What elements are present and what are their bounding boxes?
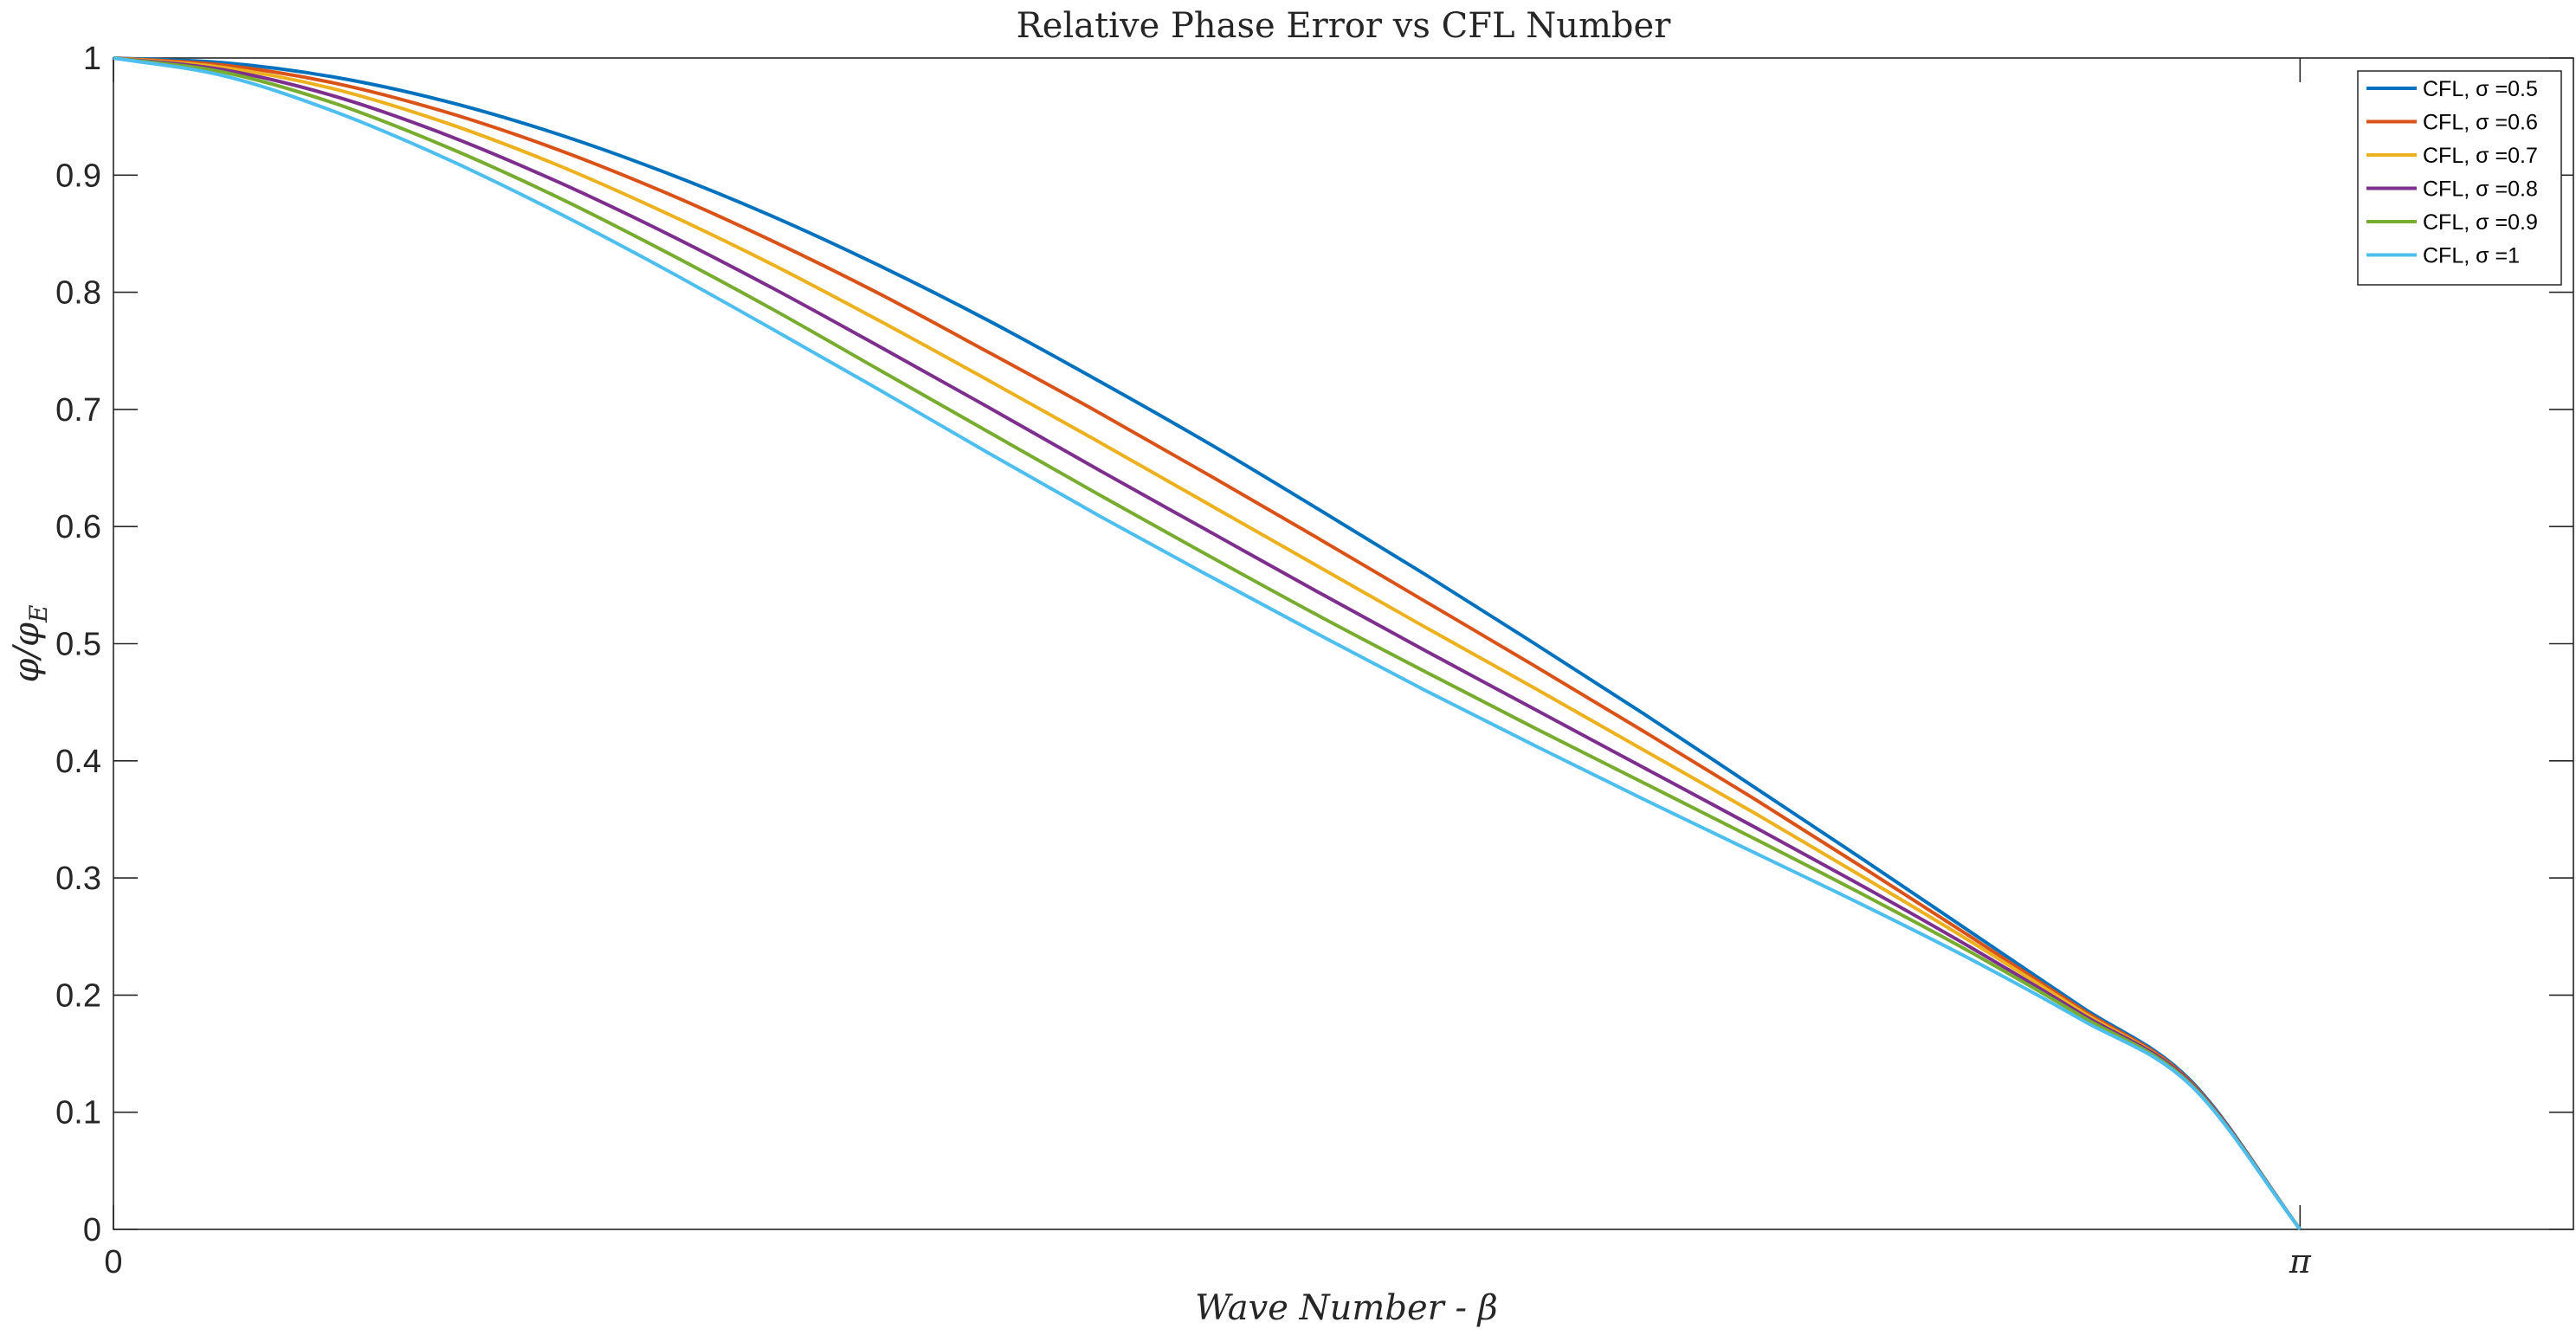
legend-entry: CFL, σ =0.6 bbox=[2423, 111, 2538, 135]
y-tick-label: 0.1 bbox=[55, 1095, 101, 1132]
y-tick-label: 0.8 bbox=[55, 275, 101, 312]
chart-title: Relative Phase Error vs CFL Number bbox=[1017, 6, 1672, 46]
y-axis-label-text: φ/φE bbox=[7, 605, 53, 683]
legend: CFL, σ =0.5 CFL, σ =0.6 CFL, σ =0.7 CFL, σ … bbox=[2357, 70, 2562, 286]
series-line-2 bbox=[113, 56, 2302, 1231]
y-axis: 0 0.1 0.2 0.3 0.4 0.5 0.6 0.7 0.8 0.9 1 bbox=[55, 41, 2573, 1248]
series-layer bbox=[113, 56, 2302, 1231]
y-tick-label: 0.9 bbox=[55, 158, 101, 194]
y-axis-label: φ/φE bbox=[7, 605, 53, 683]
series-line-6 bbox=[113, 56, 2302, 1231]
y-tick-label: 0.7 bbox=[55, 392, 101, 429]
series-line-4 bbox=[113, 56, 2302, 1231]
legend-entry: CFL, σ =0.7 bbox=[2423, 144, 2538, 168]
x-tick-label: 0 bbox=[104, 1244, 122, 1280]
y-tick-label: 0.5 bbox=[55, 627, 101, 663]
plot-area bbox=[113, 57, 2574, 1230]
series-line-5 bbox=[113, 56, 2302, 1231]
y-tick-label: 0.4 bbox=[55, 744, 101, 780]
x-tick-label: π bbox=[2289, 1242, 2312, 1280]
legend-entry: CFL, σ =1 bbox=[2423, 244, 2520, 268]
x-axis-label-text: Wave Number - β bbox=[1195, 1288, 1498, 1328]
y-tick-label: 0.3 bbox=[55, 861, 101, 897]
legend-entry: CFL, σ =0.8 bbox=[2423, 177, 2538, 202]
y-tick-label: 0 bbox=[83, 1212, 101, 1248]
y-tick-label: 0.6 bbox=[55, 509, 101, 545]
legend-entry: CFL, σ =0.9 bbox=[2423, 210, 2538, 235]
legend-box bbox=[2357, 70, 2562, 286]
y-tick-label: 1 bbox=[83, 41, 101, 77]
legend-entry: CFL, σ =0.5 bbox=[2423, 77, 2538, 101]
y-tick-label: 0.2 bbox=[55, 977, 101, 1014]
x-axis-label: Wave Number - β bbox=[1195, 1288, 1498, 1328]
series-line-3 bbox=[113, 56, 2302, 1231]
series-line-1 bbox=[113, 56, 2302, 1231]
